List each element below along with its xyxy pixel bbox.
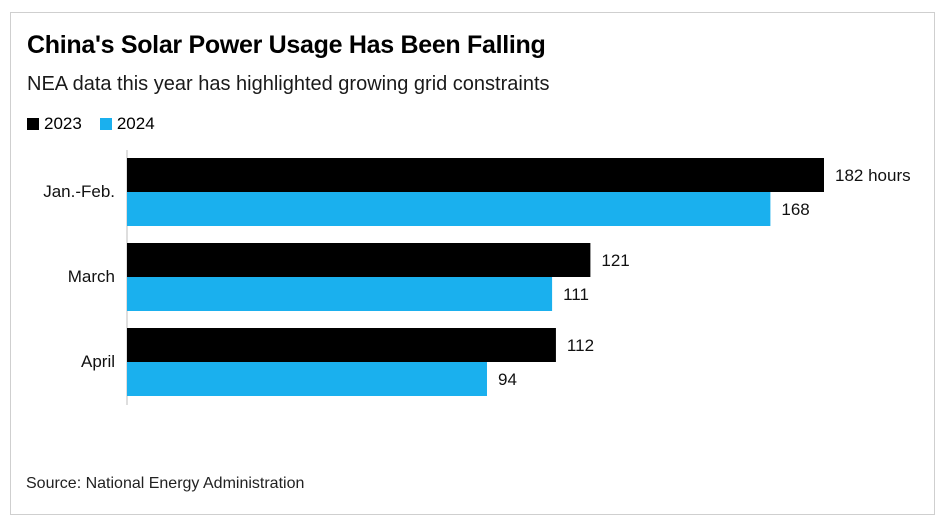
bar-value-label: 121	[601, 251, 629, 270]
category-label: April	[81, 352, 115, 371]
legend-label-2023: 2023	[44, 114, 82, 133]
bar-chart-plot: Jan.-Feb. 182 hours 168 March 121 111 April 112…	[43, 150, 911, 405]
legend-swatch-2023	[27, 118, 39, 130]
legend-item-2023: 2023	[27, 114, 82, 134]
chart-subtitle: NEA data this year has highlighted growi…	[27, 73, 550, 95]
bar-2024-1	[127, 277, 553, 311]
bar-value-label: 112	[567, 336, 594, 355]
bar-value-label: 94	[498, 370, 517, 389]
source-note: Source: National Energy Administration	[26, 475, 305, 492]
category-label: Jan.-Feb.	[43, 182, 115, 201]
chart-legend: 2023 2024	[27, 114, 173, 134]
bar-2023-2	[127, 328, 556, 362]
legend-label-2024: 2024	[116, 114, 155, 133]
legend-swatch-2024	[99, 118, 112, 130]
chart-card: China's Solar Power Usage Has Been Falli…	[10, 12, 935, 515]
bar-2023-1	[127, 243, 591, 277]
bar-2024-2	[127, 362, 487, 396]
bar-value-label: 182 hours	[835, 166, 911, 185]
chart-title: China's Solar Power Usage Has Been Falli…	[27, 31, 546, 59]
bar-2024-0	[127, 192, 771, 226]
category-label: March	[68, 267, 115, 286]
legend-item-2024: 2024	[99, 114, 155, 134]
bar-value-label: 111	[563, 285, 589, 304]
bar-2023-0	[127, 158, 824, 192]
bar-value-label: 168	[781, 200, 809, 219]
